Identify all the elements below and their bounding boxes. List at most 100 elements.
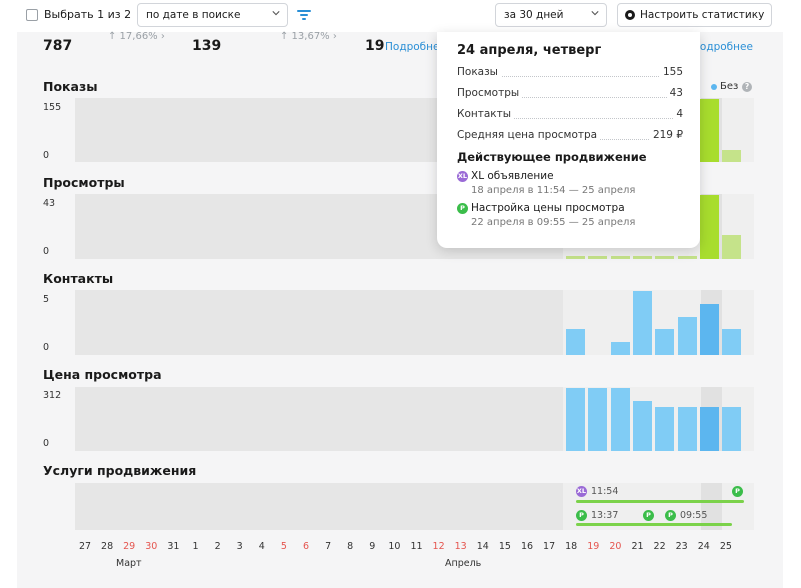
x-tick-label: 22	[653, 541, 666, 552]
chart-bar-22[interactable]	[655, 329, 675, 355]
chart-bar-21[interactable]	[632, 400, 652, 451]
price-promo-badge-icon[interactable]: P	[665, 510, 676, 521]
tooltip-promo-name: Настройка цены просмотра	[471, 202, 625, 214]
section-title-impressions: Показы	[43, 79, 98, 94]
tooltip-row-label: Контакты	[457, 108, 515, 120]
x-tick-label: 7	[325, 541, 332, 552]
x-tick-label: 18	[565, 541, 578, 552]
promo-start-time: 11:54	[591, 486, 619, 497]
chart-bar-24[interactable]	[699, 195, 719, 259]
x-tick-label: 16	[520, 541, 534, 552]
chart-bar-20[interactable]	[610, 342, 630, 355]
chart-bar-22[interactable]	[655, 256, 675, 259]
legend-dot	[711, 84, 717, 90]
x-tick-label: 19	[587, 541, 600, 552]
tooltip-row-label: Просмотры	[457, 87, 523, 99]
more-link-right[interactable]: Подробнее	[692, 41, 753, 53]
x-tick-label: 27	[78, 541, 92, 552]
x-tick-label: 6	[302, 541, 310, 552]
chart-bar-18[interactable]	[566, 388, 585, 451]
contacts-chart[interactable]	[75, 290, 754, 355]
x-tick-label: 13	[454, 541, 467, 552]
x-tick-label: 4	[258, 541, 265, 552]
chart-bar-21[interactable]	[632, 291, 652, 355]
tooltip-row-label: Показы	[457, 66, 501, 78]
sort-select[interactable]: по дате в поиске	[137, 3, 288, 27]
month-label: Март	[116, 558, 142, 569]
select-all-label[interactable]: Выбрать 1 из 2	[44, 8, 132, 21]
kpi-views-delta[interactable]: ↑ 17,66% ›	[108, 31, 165, 42]
x-tick-label: 9	[369, 541, 376, 552]
chart-bar-22[interactable]	[655, 406, 675, 451]
kpi-third-value: 19	[365, 38, 385, 54]
tooltip-row: Средняя цена просмотра 219 ₽	[457, 129, 683, 143]
active-period-area	[563, 483, 754, 530]
dotted-leader	[457, 118, 683, 119]
section-title-promotion-services: Услуги продвижения	[43, 463, 197, 478]
x-tick-label: 3	[236, 541, 243, 552]
promo-start-time: 09:55	[680, 510, 708, 521]
legend-label: Без	[720, 81, 739, 92]
tooltip-row-value: 4	[673, 108, 683, 120]
tooltip-row-label: Средняя цена просмотра	[457, 129, 601, 141]
chart-bar-19[interactable]	[588, 256, 608, 259]
chart-bar-23[interactable]	[677, 406, 697, 451]
chart-bar-21[interactable]	[632, 256, 652, 259]
dotted-leader	[457, 97, 683, 98]
price-promo-badge-icon[interactable]: P	[643, 510, 654, 521]
xl-badge-icon: XL	[457, 171, 468, 182]
kpi-contacts-delta[interactable]: ↑ 13,67% ›	[280, 31, 337, 42]
x-tick-label: 17	[543, 541, 556, 552]
kpi-contacts-value: 139	[192, 38, 222, 54]
period-select-value: за 30 дней	[504, 9, 564, 21]
price-promo-badge-icon[interactable]: P	[732, 486, 743, 497]
view-price-chart[interactable]	[75, 387, 754, 451]
chart-bar-25[interactable]	[722, 235, 742, 259]
tooltip-row: Контакты 4	[457, 108, 683, 122]
chart-bar-23[interactable]	[677, 316, 697, 355]
axis-max-label: 155	[43, 102, 62, 113]
select-all-checkbox[interactable]	[26, 9, 38, 21]
chart-bar-24[interactable]	[699, 406, 719, 451]
chart-bar-19[interactable]	[588, 388, 608, 451]
x-tick-label: 11	[410, 541, 423, 552]
more-link[interactable]: Подробнее	[385, 41, 446, 53]
chart-bar-24[interactable]	[699, 303, 719, 355]
chart-bar-23[interactable]	[677, 256, 697, 259]
configure-stats-button[interactable]: Настроить статистику	[617, 3, 772, 27]
x-tick-label: 20	[609, 541, 622, 552]
axis-min-label: 0	[43, 150, 50, 161]
selected-day-highlight	[701, 483, 722, 530]
period-select[interactable]: за 30 дней	[495, 3, 607, 27]
xl-promo-badge-icon[interactable]: XL	[576, 486, 587, 497]
axis-min-label: 0	[43, 342, 50, 353]
chart-bar-24[interactable]	[699, 99, 719, 162]
chart-bar-20[interactable]	[610, 256, 630, 259]
axis-max-label: 312	[43, 390, 62, 401]
xl-promo-period-line[interactable]	[576, 500, 744, 503]
configure-stats-label: Настроить статистику	[640, 9, 765, 21]
axis-max-label: 5	[43, 294, 50, 305]
price-promo-badge-icon[interactable]: P	[576, 510, 587, 521]
chart-bar-25[interactable]	[722, 329, 742, 355]
x-tick-label: 12	[432, 541, 445, 552]
kpi-views-value: 787	[43, 38, 73, 54]
section-title-contacts: Контакты	[43, 271, 114, 286]
price-badge-icon: P	[457, 203, 468, 214]
filter-icon[interactable]	[297, 9, 311, 21]
chart-bar-20[interactable]	[610, 388, 630, 451]
promo-start-time: 13:37	[591, 510, 619, 521]
day-tooltip: 24 апреля, четверг Показы 155 Просмотры …	[437, 32, 700, 248]
chart-bar-25[interactable]	[722, 406, 742, 451]
chart-bar-18[interactable]	[566, 256, 585, 259]
chart-bar-25[interactable]	[722, 149, 742, 162]
x-tick-label: 8	[347, 541, 354, 552]
tooltip-promo-period: 18 апреля в 11:54 — 25 апреля	[471, 185, 636, 196]
chart-bar-18[interactable]	[566, 329, 585, 355]
axis-min-label: 0	[43, 246, 50, 257]
axis-min-label: 0	[43, 438, 50, 449]
price-promo-period-line[interactable]	[576, 523, 732, 526]
promotion-timeline[interactable]	[75, 483, 754, 530]
tooltip-row: Просмотры 43	[457, 87, 683, 101]
help-icon[interactable]: ?	[742, 82, 752, 92]
